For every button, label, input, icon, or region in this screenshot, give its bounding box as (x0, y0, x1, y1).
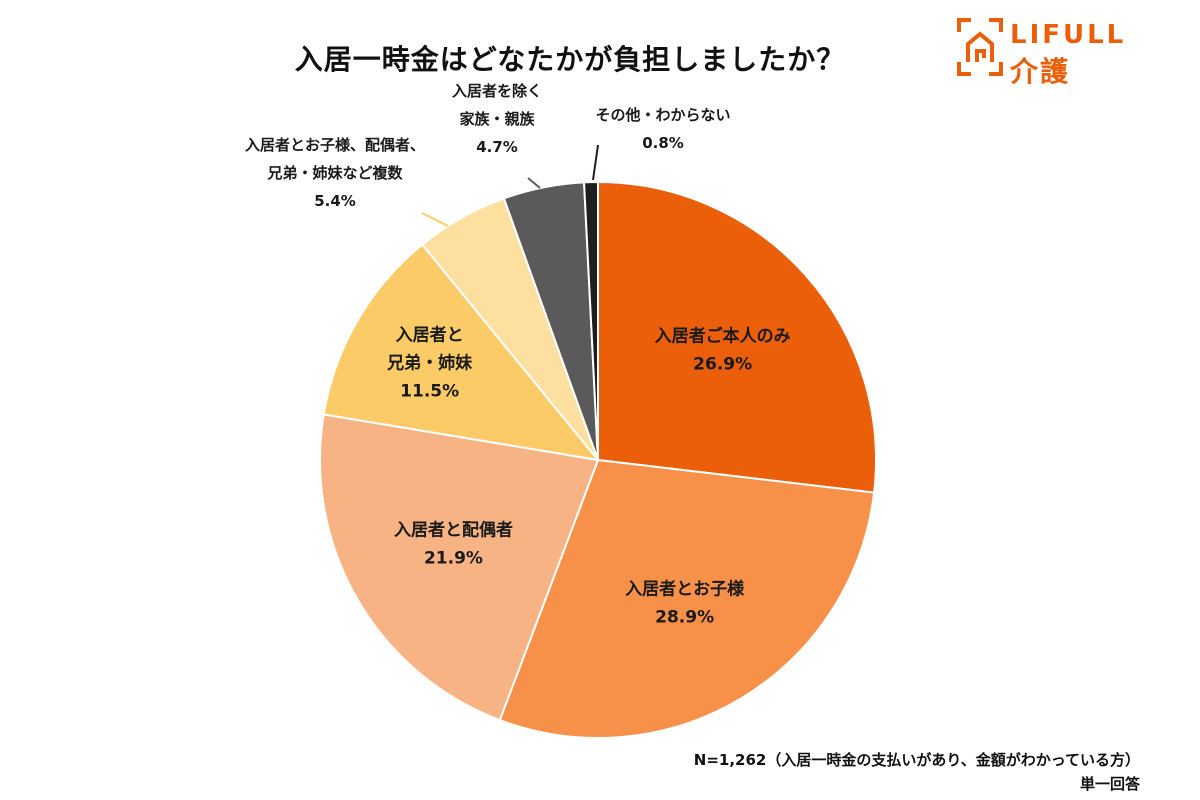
pie-slice (583, 180, 599, 461)
slice-value-label: 11.5% (400, 382, 459, 402)
pie-slice (322, 243, 601, 462)
pie-slice (597, 180, 877, 494)
logo-brand-text: LIFULL (1010, 20, 1127, 50)
logo-service-text: 介護 (1010, 55, 1071, 88)
slice-value-label: 21.9% (424, 548, 483, 568)
slice-value-label: 26.9% (693, 354, 752, 374)
leader-line (592, 144, 599, 181)
slice-label: 兄弟・姉妹 (386, 353, 473, 374)
slice-value-label: 4.7% (476, 138, 518, 156)
slice-label: 入居者ご本人のみ (655, 325, 791, 346)
slice-label: 入居者と (396, 325, 464, 346)
slice-label: 入居者とお子様 (625, 579, 745, 600)
pie-slice (498, 458, 876, 739)
slice-label: 兄弟・姉妹など複数 (266, 164, 403, 182)
leader-line (421, 212, 449, 227)
slice-label: 入居者とお子様、配偶者、 (245, 136, 425, 154)
slice-label: その他・わからない (595, 106, 730, 124)
leader-line (527, 177, 541, 189)
slice-value-label: 28.9% (655, 608, 714, 628)
footnote: N=1,262（入居一時金の支払いがあり、金額がわかっている方） 単一回答 (694, 748, 1140, 796)
chart-title: 入居一時金はどなたかが負担しましたか？ (294, 43, 846, 76)
slice-value-label: 0.8% (642, 134, 684, 152)
slice-value-label: 5.4% (314, 192, 356, 210)
house-logo-icon (957, 18, 1003, 76)
lifull-logo: LIFULL 介護 (955, 16, 1155, 88)
answer-type-note: 単一回答 (1079, 775, 1140, 793)
slice-label: 家族・親族 (459, 110, 535, 128)
sample-size-note: N=1,262（入居一時金の支払いがあり、金額がわかっている方） (693, 751, 1140, 769)
slice-label: 入居者を除く (452, 82, 542, 100)
pie-slice (319, 413, 600, 722)
slice-label: 入居者と配偶者 (394, 519, 513, 540)
